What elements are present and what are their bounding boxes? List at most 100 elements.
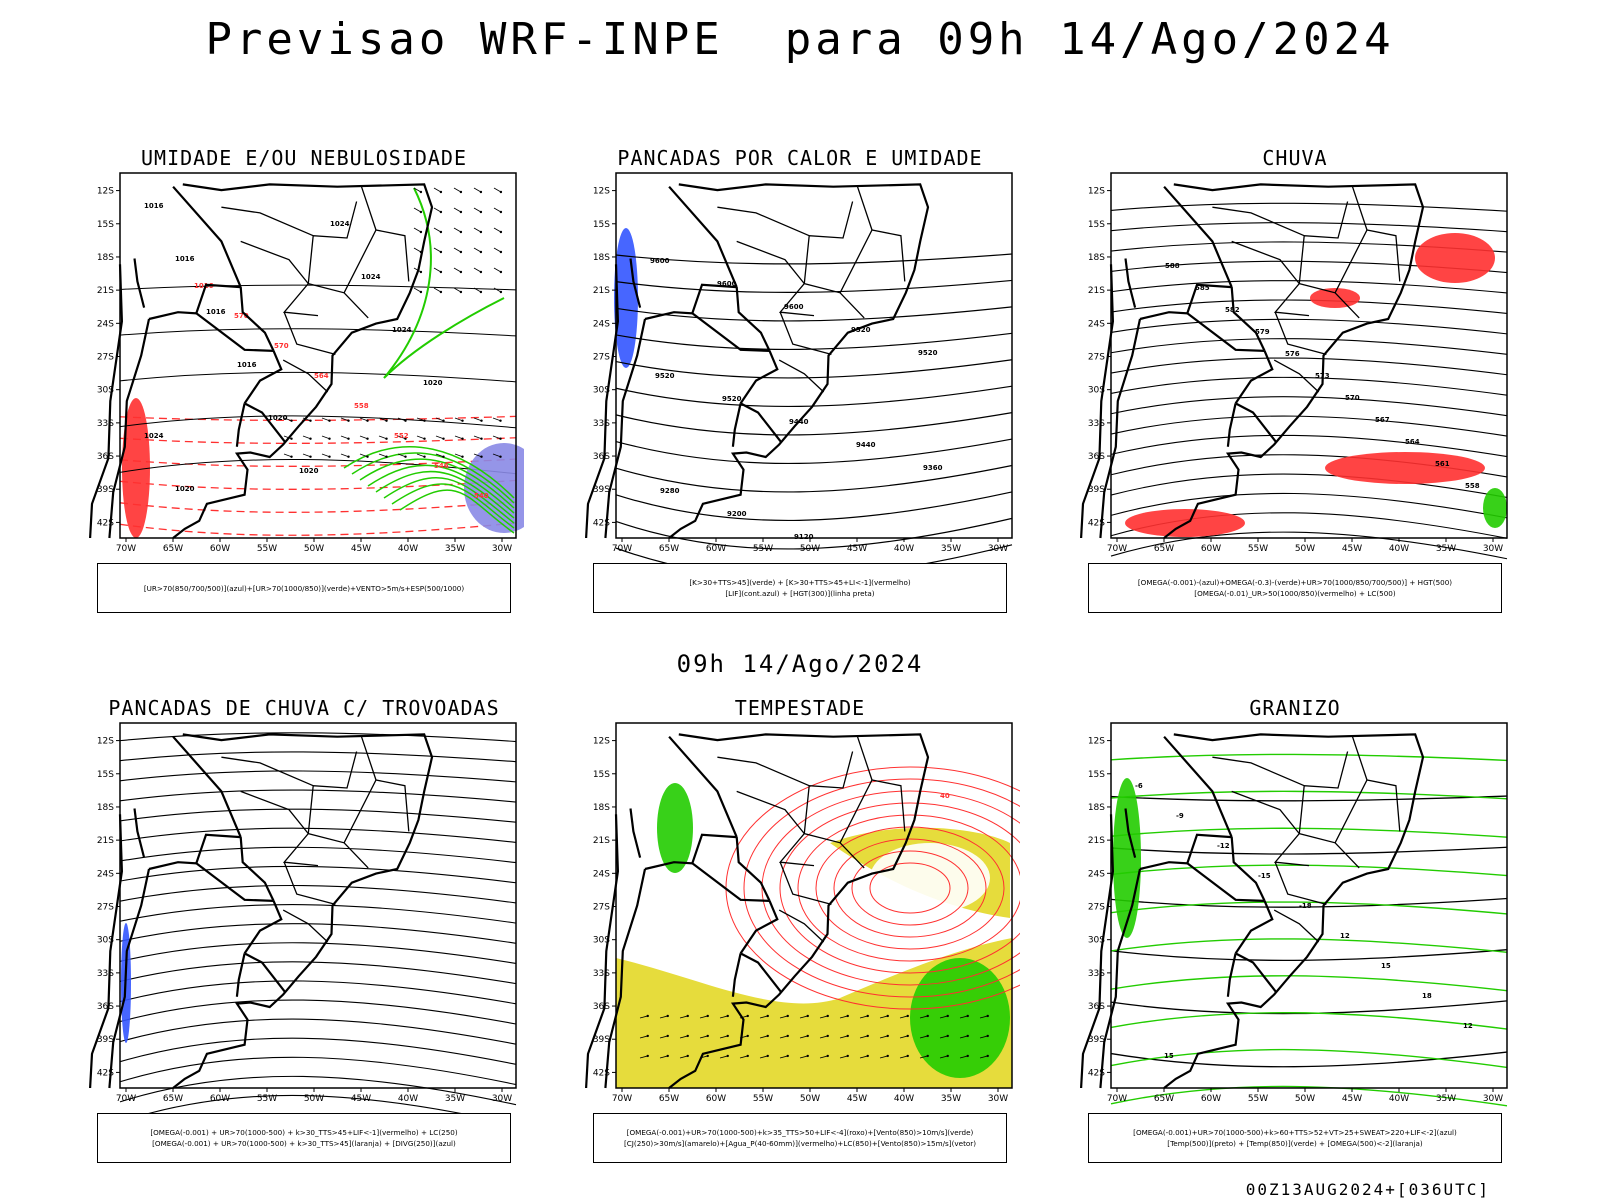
latitude-tick-label: 27S xyxy=(97,903,114,913)
state-border xyxy=(856,186,873,231)
wind-vector-head xyxy=(419,190,423,194)
longitude-tick-label: 55W xyxy=(257,544,277,554)
latitude-tick-label: 24S xyxy=(1088,869,1105,879)
contour-label: 1016 xyxy=(194,282,214,290)
country-border xyxy=(1163,735,1233,838)
latitude-tick-label: 21S xyxy=(593,836,610,846)
wind-vector xyxy=(879,1015,888,1019)
wind-vector xyxy=(416,417,425,422)
latitude-tick-label: 21S xyxy=(1088,286,1105,296)
wind-vector xyxy=(679,1055,688,1059)
wind-vector-head xyxy=(442,437,445,440)
wind-vector xyxy=(435,417,444,422)
coastline xyxy=(1080,264,1115,539)
wind-vector xyxy=(454,435,463,440)
temp500-contour xyxy=(1110,795,1508,802)
streamline xyxy=(119,942,517,965)
wind-vector-head xyxy=(846,1034,849,1038)
wind-vector xyxy=(799,1035,808,1039)
wind-vector-head xyxy=(347,437,350,440)
wind-vector-head xyxy=(966,1034,969,1038)
contour-label: 564 xyxy=(314,372,329,380)
country-border xyxy=(244,952,287,993)
latitude-tick-label: 42S xyxy=(1088,1068,1105,1078)
country-border xyxy=(644,833,737,871)
wind-vector-head xyxy=(459,270,463,274)
latitude-tick-label: 24S xyxy=(97,869,114,879)
latitude-tick-label: 30S xyxy=(1088,386,1105,396)
country-border xyxy=(1099,318,1142,539)
streamline xyxy=(1110,318,1508,335)
contour-label: -12 xyxy=(1217,842,1230,850)
contour-label: 585 xyxy=(1195,284,1210,292)
panel-title: CHUVA xyxy=(1262,146,1328,170)
wind-vector-head xyxy=(423,455,426,458)
coastline xyxy=(89,264,124,539)
wind-vector-head xyxy=(499,270,503,274)
height-contour xyxy=(615,517,1013,550)
temp850-contour xyxy=(1110,1012,1508,1030)
contour-label: 552 xyxy=(394,432,409,440)
latitude-tick-label: 39S xyxy=(97,1035,114,1045)
streamline xyxy=(119,865,517,884)
wind-vector-head xyxy=(926,1014,929,1018)
latitude-tick-label: 39S xyxy=(1088,1035,1105,1045)
latitude-tick-label: 18S xyxy=(1088,253,1105,263)
wind-vector-head xyxy=(866,1034,869,1038)
country-border xyxy=(148,283,241,321)
latitude-tick-label: 27S xyxy=(593,903,610,913)
thickness-contour xyxy=(119,501,517,513)
wind-vector xyxy=(473,207,482,213)
wind-vector-head xyxy=(419,290,423,294)
wind-vector xyxy=(397,453,406,458)
contour-label: 9440 xyxy=(856,441,876,449)
wind-vector xyxy=(819,1035,828,1039)
latitude-tick-label: 24S xyxy=(1088,319,1105,329)
wind-vector xyxy=(413,247,422,253)
longitude-tick-label: 45W xyxy=(847,1094,867,1104)
wind-vector-head xyxy=(419,230,423,234)
country-border xyxy=(731,403,742,447)
country-border xyxy=(195,862,274,902)
wind-vector-head xyxy=(479,190,483,194)
contour-label: 1024 xyxy=(361,273,381,281)
contour-label: 570 xyxy=(1345,394,1360,402)
wind-vector-head xyxy=(786,1034,789,1038)
country-border xyxy=(1230,287,1266,352)
contour-label: 1016 xyxy=(237,361,257,369)
longitude-tick-label: 70W xyxy=(612,544,632,554)
streamline xyxy=(743,778,1020,998)
height-contour xyxy=(615,332,1013,350)
wind-vector xyxy=(919,1015,928,1019)
streamline xyxy=(1110,531,1508,560)
latitude-tick-label: 39S xyxy=(593,1035,610,1045)
longitude-tick-label: 60W xyxy=(210,1094,230,1104)
temp850-contour xyxy=(1110,975,1508,992)
country-border xyxy=(235,953,246,997)
latitude-tick-label: 30S xyxy=(97,936,114,946)
state-border xyxy=(1231,790,1300,835)
panel-title: UMIDADE E/OU NEBULOSIDADE xyxy=(140,146,468,170)
latitude-tick-label: 24S xyxy=(593,869,610,879)
longitude-tick-label: 50W xyxy=(800,1094,820,1104)
longitude-tick-label: 60W xyxy=(706,544,726,554)
temp500-contour xyxy=(1110,1000,1508,1015)
wind-vector-head xyxy=(404,437,407,440)
wind-vector xyxy=(413,287,422,293)
streamline xyxy=(119,1037,517,1065)
country-border xyxy=(604,868,647,1089)
state-border xyxy=(1298,201,1349,284)
state-border xyxy=(360,736,377,781)
wind-vector xyxy=(453,267,462,273)
longitude-tick-label: 40W xyxy=(1389,544,1409,554)
latitude-tick-label: 18S xyxy=(593,803,610,813)
map-background xyxy=(120,173,516,538)
panel-legend: [OMEGA(-0.001)-(azul)+OMEGA(-0.3)-(verde… xyxy=(1088,563,1502,613)
wind-vector xyxy=(719,1015,728,1019)
latitude-tick-label: 12S xyxy=(97,187,114,197)
wind-vector xyxy=(378,453,387,458)
jet-stream-gap xyxy=(870,843,990,913)
longitude-tick-label: 40W xyxy=(398,544,418,554)
wind-vector-head xyxy=(385,455,388,458)
state-border xyxy=(282,909,329,943)
